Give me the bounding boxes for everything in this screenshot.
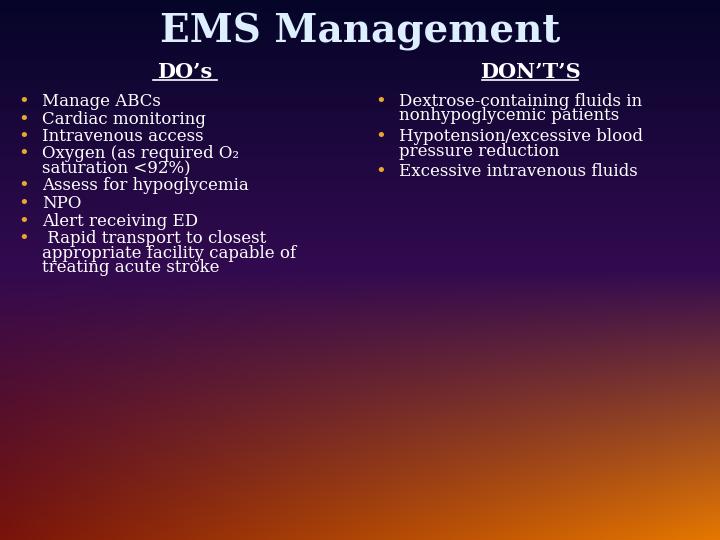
Text: •: • <box>375 163 386 181</box>
Text: EMS Management: EMS Management <box>160 13 560 51</box>
Text: •: • <box>18 178 29 195</box>
Text: NPO: NPO <box>42 195 81 212</box>
Text: •: • <box>375 93 386 111</box>
Text: Cardiac monitoring: Cardiac monitoring <box>42 111 206 127</box>
Text: •: • <box>18 111 29 129</box>
Text: •: • <box>18 128 29 146</box>
Text: Excessive intravenous fluids: Excessive intravenous fluids <box>399 163 638 180</box>
Text: pressure reduction: pressure reduction <box>399 143 559 159</box>
Text: saturation <92%): saturation <92%) <box>42 160 191 177</box>
Text: Manage ABCs: Manage ABCs <box>42 93 161 110</box>
Text: •: • <box>18 230 29 248</box>
Text: •: • <box>18 145 29 164</box>
Text: appropriate facility capable of: appropriate facility capable of <box>42 245 296 261</box>
Text: •: • <box>18 93 29 111</box>
Text: •: • <box>375 128 386 146</box>
Text: •: • <box>18 213 29 231</box>
Text: nonhypoglycemic patients: nonhypoglycemic patients <box>399 107 619 125</box>
Text: treating acute stroke: treating acute stroke <box>42 259 220 276</box>
Text: Dextrose-containing fluids in: Dextrose-containing fluids in <box>399 93 642 110</box>
Text: Alert receiving ED: Alert receiving ED <box>42 213 198 230</box>
Text: •: • <box>18 195 29 213</box>
Text: DON’T’S: DON’T’S <box>480 62 580 82</box>
Text: Rapid transport to closest: Rapid transport to closest <box>42 230 266 247</box>
Text: Oxygen (as required O₂: Oxygen (as required O₂ <box>42 145 239 163</box>
Text: Intravenous access: Intravenous access <box>42 128 204 145</box>
Text: Hypotension/excessive blood: Hypotension/excessive blood <box>399 128 643 145</box>
Text: DO’s: DO’s <box>158 62 212 82</box>
Text: Assess for hypoglycemia: Assess for hypoglycemia <box>42 178 248 194</box>
